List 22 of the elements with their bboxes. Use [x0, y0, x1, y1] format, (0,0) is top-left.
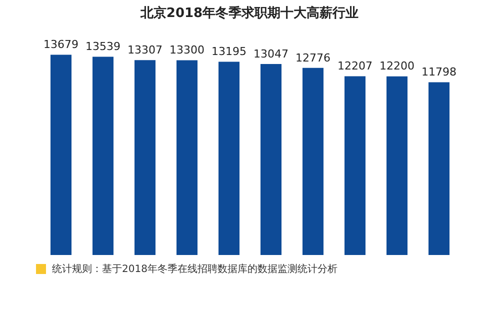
bar: [302, 68, 324, 255]
bar: [386, 76, 408, 255]
data-label: 12776: [296, 51, 330, 64]
text: 统计规则：基于2018年冬季在线招聘数据库的数据监测统计分析: [52, 262, 338, 276]
chart-title: 北京2018年冬季求职期十大高薪行业: [139, 4, 360, 22]
data-label: 13195: [212, 45, 246, 58]
bar: [176, 60, 198, 255]
bar: [218, 62, 240, 255]
bar: [344, 76, 366, 255]
data-label: 12207: [338, 60, 372, 73]
data-label: 13539: [86, 40, 120, 54]
bar: [260, 64, 282, 255]
data-label: 13679: [44, 38, 78, 52]
bar: [92, 56, 114, 255]
data-label: 13047: [254, 47, 288, 60]
data-label: 13300: [170, 44, 204, 57]
data-label: 13307: [128, 44, 162, 57]
bar: [428, 82, 450, 255]
data-label: 12200: [380, 60, 414, 73]
bar: [134, 60, 156, 255]
bar: [50, 54, 72, 255]
data-label: 11798: [422, 66, 456, 79]
